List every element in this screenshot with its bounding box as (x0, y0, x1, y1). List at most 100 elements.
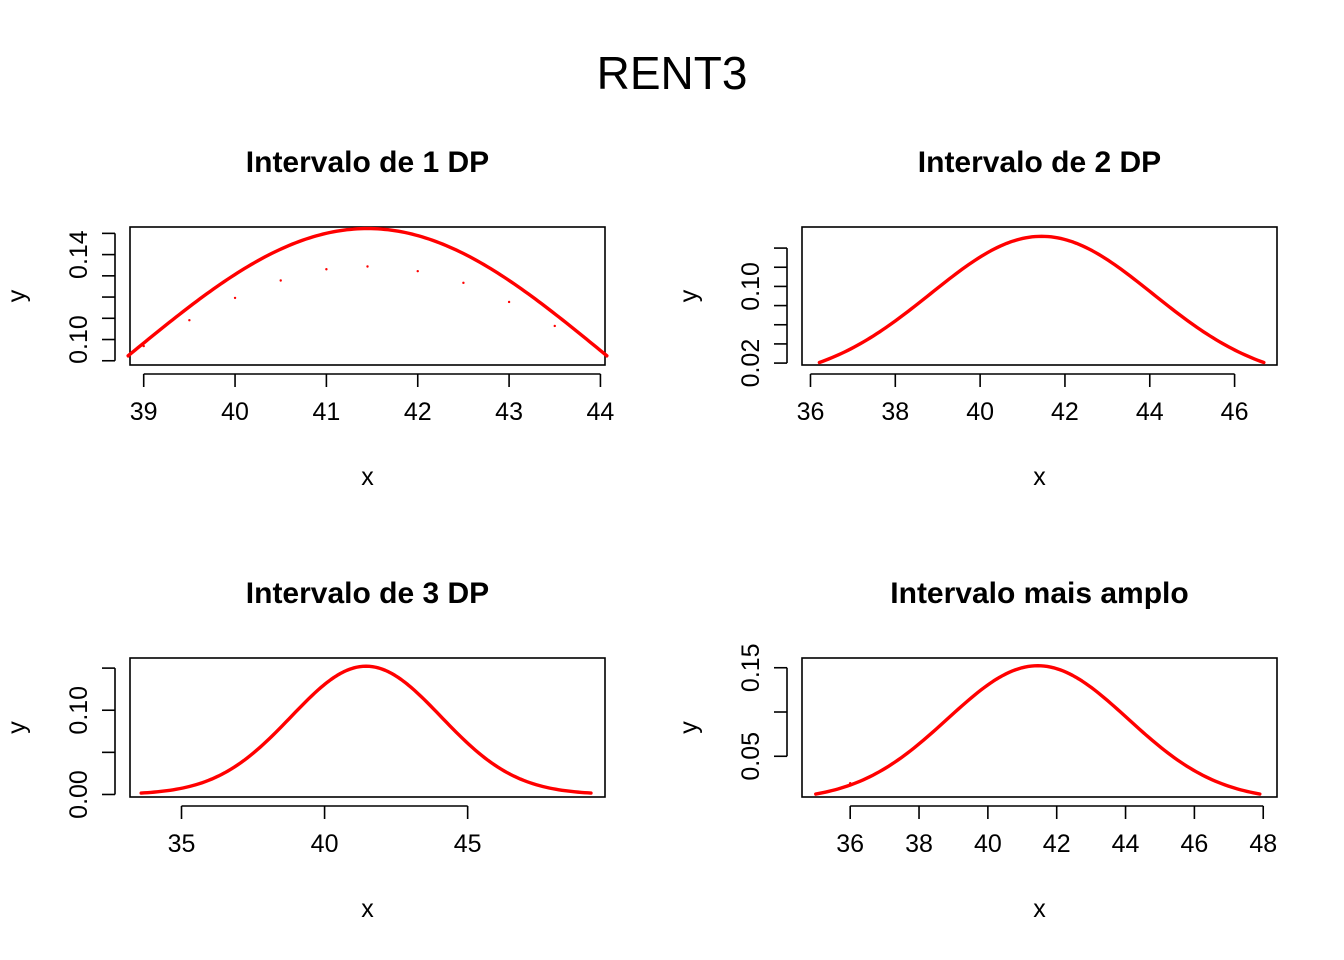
curve-point (1193, 769, 1196, 772)
plot-frame (801, 226, 1278, 366)
curve-point (818, 361, 821, 364)
chart-panel-1: Intervalo de 1 DP 39 40 41 42 43 44 0.10 0.14 x y (3, 146, 614, 491)
curve-point (366, 265, 369, 268)
y-tick-label: 0.02 (737, 339, 765, 388)
y-axis-label: y (675, 289, 703, 302)
curve-point (814, 793, 817, 796)
curve-point (142, 344, 145, 348)
curve-point (986, 683, 990, 687)
curve-point (139, 791, 143, 795)
figure-title: RENT3 (597, 47, 748, 99)
x-axis-label: x (361, 463, 374, 491)
x-tick-label: 38 (905, 830, 933, 858)
curve-point (323, 683, 326, 686)
curve-point (1258, 792, 1261, 796)
density-curve (817, 234, 1266, 365)
y-tick-label: 0.10 (65, 315, 93, 364)
y-tick-label: 0.15 (737, 643, 765, 692)
curve-point (936, 286, 939, 290)
y-tick-label: 0.05 (737, 732, 765, 781)
curve-point (1233, 348, 1236, 351)
curve-point (1055, 667, 1058, 670)
x-tick-label: 46 (1221, 398, 1249, 426)
x-tick-label: 36 (797, 398, 825, 426)
x-tick-label: 45 (454, 830, 482, 858)
curve-point (126, 355, 130, 358)
chart-panel-4: Intervalo mais amplo 36 38 40 42 44 46 48 0.05 0.… (675, 577, 1278, 923)
x-tick-label: 38 (881, 398, 909, 426)
x-axis-label: x (361, 895, 374, 923)
x-tick-label: 35 (168, 830, 196, 858)
x-tick-label: 40 (974, 830, 1002, 858)
curve-point (1124, 715, 1127, 718)
curve-point (1063, 238, 1067, 241)
x-axis-label: x (1033, 895, 1046, 923)
curve-point (523, 779, 527, 783)
curve-point (279, 279, 282, 282)
x-tick-label: 40 (966, 398, 994, 426)
x-tick-label: 40 (221, 398, 249, 426)
chart-panel-3: Intervalo de 3 DP 35 40 45 0.00 0.10 x y (3, 577, 606, 923)
x-tick-label: 42 (1051, 398, 1079, 426)
panel-title: Intervalo de 3 DP (246, 577, 489, 610)
x-tick-label: 48 (1249, 830, 1277, 858)
curve-point (1262, 361, 1266, 364)
curve-point (851, 346, 855, 350)
curve-point (188, 319, 191, 322)
curve-point (364, 665, 368, 668)
curve-point (507, 300, 511, 304)
curve-point (416, 269, 419, 273)
x-tick-label: 42 (404, 398, 432, 426)
x-tick-label: 40 (311, 830, 339, 858)
panel-title: Intervalo mais amplo (890, 577, 1188, 610)
curve-point (466, 742, 469, 745)
density-curve (126, 226, 609, 358)
y-tick-label: 0.00 (65, 770, 93, 819)
chart-panel-2: Intervalo de 2 DP 36 38 40 42 44 46 0.02 0.10 x y (675, 146, 1278, 491)
panel-title: Intervalo de 1 DP (246, 146, 489, 179)
y-tick-label: 0.10 (65, 686, 93, 735)
curve-point (294, 710, 298, 713)
x-tick-label: 44 (1136, 398, 1164, 426)
density-curve (814, 664, 1262, 796)
y-tick-label: 0.10 (737, 262, 765, 311)
curve-point (237, 763, 240, 766)
curve-point (325, 268, 328, 271)
curve-point (978, 255, 982, 259)
curve-point (1021, 237, 1024, 240)
x-tick-label: 44 (587, 398, 615, 426)
curve-point (1036, 664, 1039, 667)
curve-point (1106, 258, 1109, 261)
curve-point (553, 324, 556, 328)
curve-point (589, 791, 593, 795)
x-tick-label: 42 (1043, 830, 1071, 858)
curve-point (1148, 289, 1151, 293)
x-tick-label: 41 (312, 398, 340, 426)
curve-point (180, 787, 183, 790)
y-axis-label: y (3, 289, 31, 302)
x-tick-label: 43 (495, 398, 523, 426)
curve-point (409, 685, 412, 688)
curve-point (848, 781, 852, 785)
plot-frame (129, 657, 606, 798)
y-tick-label: 0.14 (65, 230, 93, 279)
curve-point (1040, 235, 1043, 238)
curve-point (605, 355, 609, 358)
curve-point (1190, 322, 1194, 326)
panel-title: Intervalo de 2 DP (918, 146, 1161, 179)
curve-point (233, 296, 237, 300)
curve-point (917, 742, 921, 746)
curve-point (894, 319, 897, 323)
plot-frame (801, 657, 1278, 798)
x-tick-label: 46 (1180, 830, 1208, 858)
density-curve (139, 664, 593, 795)
x-axis-label: x (1033, 463, 1046, 491)
x-tick-label: 44 (1112, 830, 1140, 858)
y-axis-label: y (3, 721, 31, 734)
x-tick-label: 39 (130, 398, 158, 426)
y-axis-label: y (675, 721, 703, 734)
curve-point (462, 281, 465, 285)
curve-point (437, 713, 441, 716)
